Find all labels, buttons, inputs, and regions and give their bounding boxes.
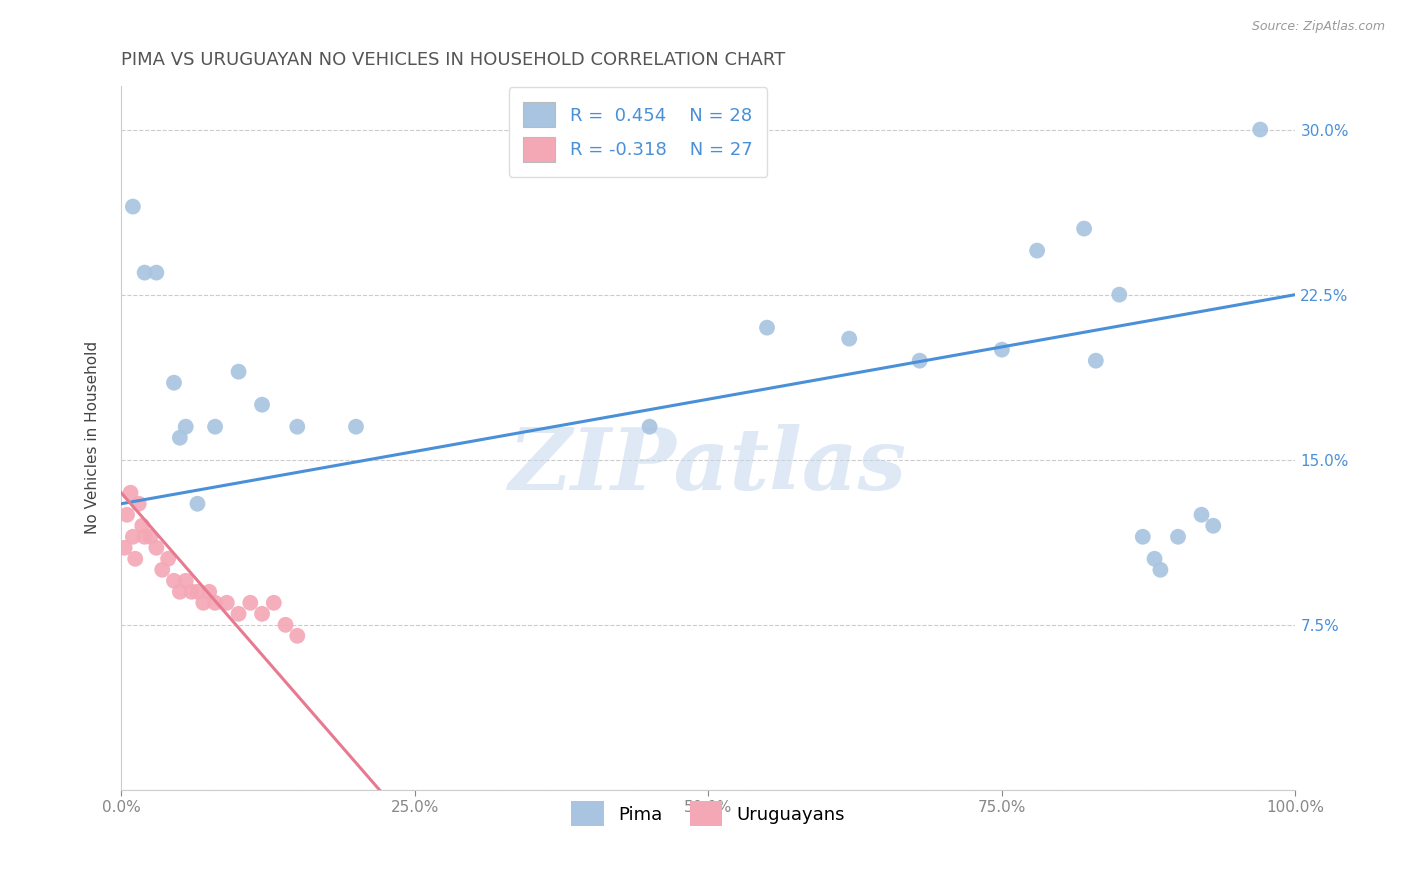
Point bbox=[1108, 287, 1130, 301]
Point bbox=[134, 266, 156, 280]
Point bbox=[756, 320, 779, 334]
Point bbox=[285, 629, 308, 643]
Point bbox=[1026, 244, 1049, 258]
Point bbox=[174, 574, 197, 588]
Point bbox=[1073, 221, 1095, 235]
Point bbox=[145, 266, 167, 280]
Point bbox=[215, 596, 238, 610]
Point bbox=[1143, 551, 1166, 566]
Point bbox=[120, 485, 142, 500]
Point bbox=[128, 497, 150, 511]
Point bbox=[169, 584, 191, 599]
Point bbox=[638, 419, 661, 434]
Point bbox=[204, 596, 226, 610]
Point bbox=[174, 419, 197, 434]
Point bbox=[180, 584, 202, 599]
Point bbox=[1249, 122, 1271, 136]
Point bbox=[1084, 353, 1107, 368]
Point bbox=[122, 200, 145, 214]
Point bbox=[263, 596, 285, 610]
Point bbox=[344, 419, 367, 434]
Point bbox=[134, 530, 156, 544]
Point bbox=[1191, 508, 1213, 522]
Point bbox=[163, 574, 186, 588]
Text: ZIPatlas: ZIPatlas bbox=[509, 424, 907, 508]
Point bbox=[186, 497, 208, 511]
Y-axis label: No Vehicles in Household: No Vehicles in Household bbox=[86, 341, 100, 534]
Point bbox=[1149, 563, 1171, 577]
Point bbox=[150, 563, 173, 577]
Point bbox=[193, 596, 215, 610]
Legend: Pima, Uruguayans: Pima, Uruguayans bbox=[564, 794, 852, 834]
Point bbox=[163, 376, 186, 390]
Point bbox=[131, 518, 153, 533]
Point bbox=[145, 541, 167, 555]
Point bbox=[239, 596, 262, 610]
Point bbox=[115, 508, 138, 522]
Point bbox=[250, 398, 273, 412]
Point bbox=[250, 607, 273, 621]
Point bbox=[198, 584, 221, 599]
Point bbox=[228, 365, 250, 379]
Point bbox=[1167, 530, 1189, 544]
Point bbox=[204, 419, 226, 434]
Text: Source: ZipAtlas.com: Source: ZipAtlas.com bbox=[1251, 20, 1385, 33]
Point bbox=[908, 353, 931, 368]
Point bbox=[122, 530, 145, 544]
Point bbox=[1202, 518, 1225, 533]
Text: PIMA VS URUGUAYAN NO VEHICLES IN HOUSEHOLD CORRELATION CHART: PIMA VS URUGUAYAN NO VEHICLES IN HOUSEHO… bbox=[121, 51, 786, 69]
Point bbox=[1132, 530, 1154, 544]
Point bbox=[285, 419, 308, 434]
Point bbox=[274, 617, 297, 632]
Point bbox=[114, 541, 136, 555]
Point bbox=[838, 332, 860, 346]
Point bbox=[157, 551, 180, 566]
Point bbox=[186, 584, 208, 599]
Point bbox=[124, 551, 146, 566]
Point bbox=[228, 607, 250, 621]
Point bbox=[139, 530, 162, 544]
Point bbox=[169, 431, 191, 445]
Point bbox=[991, 343, 1014, 357]
